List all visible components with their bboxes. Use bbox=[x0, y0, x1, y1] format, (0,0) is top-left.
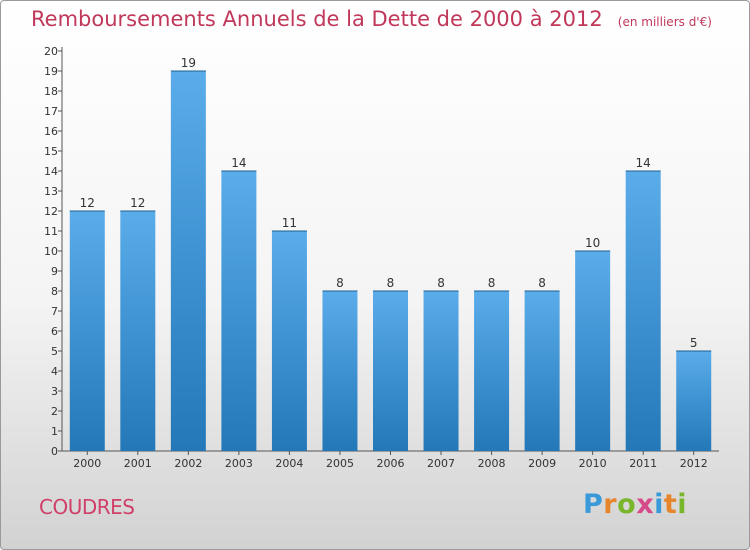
y-tick-label: 20 bbox=[44, 45, 58, 58]
value-label-2007: 8 bbox=[437, 276, 445, 290]
chart-title: Remboursements Annuels de la Dette de 20… bbox=[31, 7, 603, 31]
value-label-2008: 8 bbox=[488, 276, 496, 290]
y-tick-label: 3 bbox=[51, 385, 58, 398]
logo-letter: x bbox=[636, 489, 655, 520]
x-tick-label-2002: 2002 bbox=[174, 457, 202, 470]
bar-2006 bbox=[373, 291, 408, 451]
commune-name: COUDRES bbox=[39, 495, 135, 519]
y-tick-label: 8 bbox=[51, 285, 58, 298]
bar-2003 bbox=[221, 171, 257, 451]
value-label-2006: 8 bbox=[387, 276, 395, 290]
y-tick-label: 7 bbox=[51, 305, 58, 318]
logo-letter: i bbox=[654, 489, 664, 520]
bar-2008 bbox=[474, 291, 510, 451]
x-tick-label-2001: 2001 bbox=[124, 457, 152, 470]
x-tick-label-2009: 2009 bbox=[528, 457, 556, 470]
x-tick-label-2008: 2008 bbox=[478, 457, 506, 470]
value-label-2003: 14 bbox=[231, 156, 246, 170]
y-tick-label: 13 bbox=[44, 185, 58, 198]
x-tick-label-2006: 2006 bbox=[377, 457, 405, 470]
bar-2007 bbox=[423, 291, 459, 451]
y-tick-label: 5 bbox=[51, 345, 58, 358]
bars: 12 12 19 14 11 8 8 8 8 8 10 14 5 bbox=[69, 56, 712, 451]
value-label-2011: 14 bbox=[636, 156, 651, 170]
bar-2005 bbox=[322, 291, 358, 451]
bar-2002 bbox=[170, 71, 206, 451]
bar-2001 bbox=[120, 211, 156, 451]
y-tick-label: 15 bbox=[44, 145, 58, 158]
logo-letter: o bbox=[617, 489, 637, 520]
y-tick-label: 10 bbox=[44, 245, 58, 258]
title-row: Remboursements Annuels de la Dette de 20… bbox=[31, 7, 712, 31]
value-label-2005: 8 bbox=[336, 276, 344, 290]
bar-2004 bbox=[271, 231, 307, 451]
x-tick-label-2004: 2004 bbox=[275, 457, 303, 470]
y-tick-label: 1 bbox=[51, 425, 58, 438]
logo-letter: P bbox=[583, 489, 604, 520]
y-tick-label: 17 bbox=[44, 105, 58, 118]
proxiti-logo[interactable]: Proxiti bbox=[583, 489, 687, 520]
x-tick-label-2005: 2005 bbox=[326, 457, 354, 470]
value-label-2012: 5 bbox=[690, 336, 698, 350]
value-label-2010: 10 bbox=[585, 236, 600, 250]
chart-unit: (en milliers d'€) bbox=[617, 15, 712, 29]
y-tick-label: 4 bbox=[51, 365, 58, 378]
y-tick-label: 0 bbox=[51, 445, 58, 458]
bar-2012 bbox=[676, 351, 712, 451]
value-label-2004: 11 bbox=[282, 216, 297, 230]
bar-2010 bbox=[575, 251, 611, 451]
x-tick-label-2012: 2012 bbox=[680, 457, 708, 470]
value-label-2000: 12 bbox=[80, 196, 95, 210]
bar-2000 bbox=[69, 211, 105, 451]
y-tick-label: 12 bbox=[44, 205, 58, 218]
y-tick-label: 14 bbox=[44, 165, 58, 178]
value-label-2009: 8 bbox=[538, 276, 546, 290]
x-tick-label-2000: 2000 bbox=[73, 457, 101, 470]
logo-letter: r bbox=[603, 489, 618, 520]
logo-letter: t bbox=[663, 489, 678, 520]
y-tick-label: 11 bbox=[44, 225, 58, 238]
x-tick-label-2003: 2003 bbox=[225, 457, 253, 470]
y-tick-label: 18 bbox=[44, 85, 58, 98]
x-tick-label-2010: 2010 bbox=[579, 457, 607, 470]
y-tick-label: 6 bbox=[51, 325, 58, 338]
value-label-2001: 12 bbox=[130, 196, 145, 210]
value-label-2002: 19 bbox=[181, 56, 196, 70]
y-tick-label: 2 bbox=[51, 405, 58, 418]
bar-2011 bbox=[625, 171, 661, 451]
x-tick-label-2011: 2011 bbox=[629, 457, 657, 470]
x-tick-label-2007: 2007 bbox=[427, 457, 455, 470]
y-tick-label: 9 bbox=[51, 265, 58, 278]
y-tick-label: 16 bbox=[44, 125, 58, 138]
logo-letter: i bbox=[677, 489, 688, 520]
y-tick-label: 19 bbox=[44, 65, 58, 78]
bar-2009 bbox=[524, 291, 560, 451]
